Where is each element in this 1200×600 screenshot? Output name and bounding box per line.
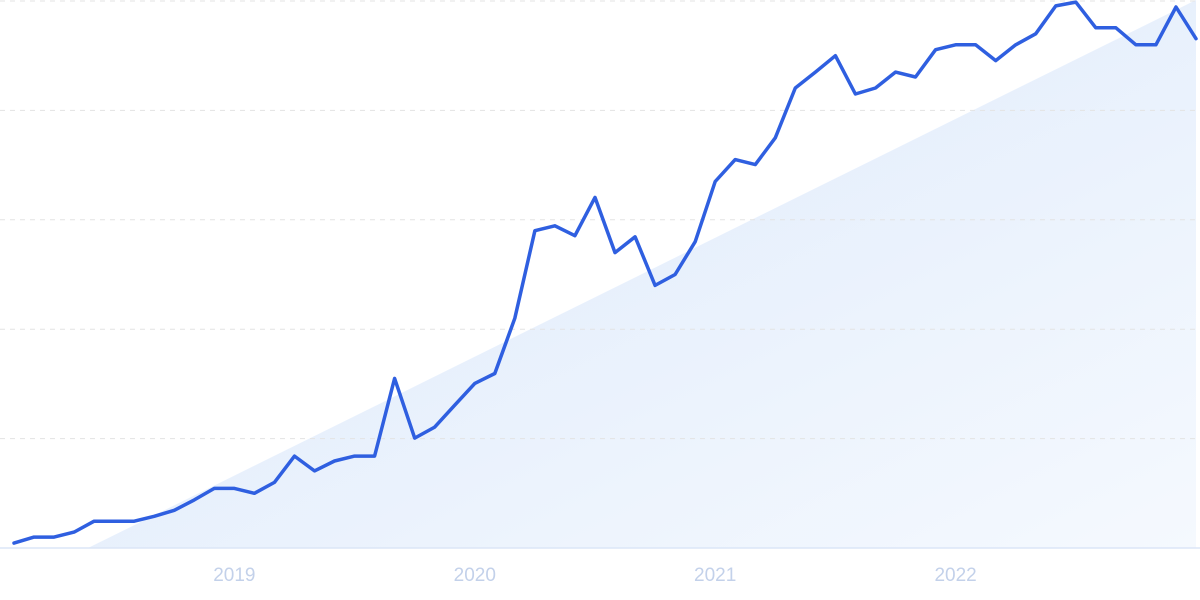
x-tick-label: 2021: [694, 565, 736, 586]
x-tick-label: 2019: [213, 565, 255, 586]
x-tick-label: 2020: [454, 565, 496, 586]
trend-area: [88, 0, 1196, 548]
x-tick-label: 2022: [934, 565, 976, 586]
data-line: [12, 0, 1198, 545]
